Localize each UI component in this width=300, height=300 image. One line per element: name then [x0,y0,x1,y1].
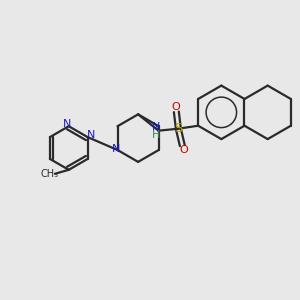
Text: CH₃: CH₃ [41,169,59,179]
Text: H: H [152,130,160,140]
Text: N: N [112,144,121,154]
Text: O: O [171,102,180,112]
Text: N: N [152,122,160,132]
Text: S: S [174,122,182,135]
Text: O: O [179,146,188,155]
Text: N: N [63,119,71,129]
Text: N: N [86,130,95,140]
